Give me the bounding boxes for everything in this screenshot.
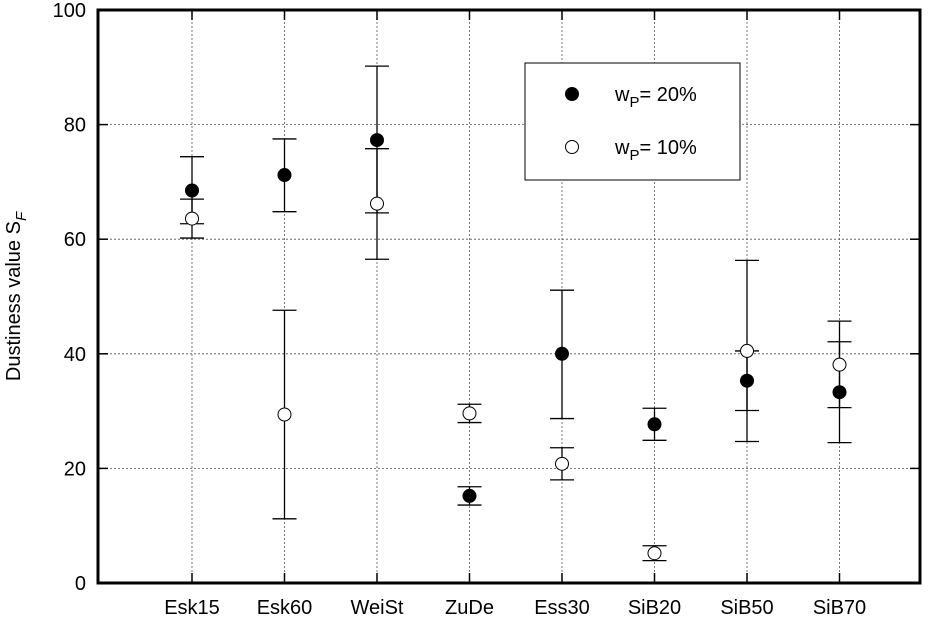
x-tick-label: SiB50 bbox=[720, 597, 773, 617]
x-tick-label: SiB20 bbox=[628, 597, 681, 617]
data-point-open bbox=[647, 546, 662, 561]
x-axis-ticks: Esk15 Esk60 WeiSt ZuDe Ess30 SiB20 SiB50 SiB70 bbox=[164, 10, 866, 619]
plot-frame bbox=[96, 8, 922, 585]
legend-box bbox=[524, 62, 741, 181]
y-axis-label: Dustiness value SF bbox=[3, 211, 30, 381]
y-axis-label-main: Dustiness value S bbox=[3, 221, 25, 381]
y-tick-label: 100 bbox=[53, 0, 86, 22]
data-point-filled bbox=[277, 168, 292, 183]
data-point-open bbox=[277, 407, 292, 422]
legend-entry-label: wP= 10% bbox=[614, 137, 697, 164]
legend: wP= 20%wP= 10% bbox=[524, 62, 741, 181]
legend-label-main: w bbox=[614, 137, 630, 159]
data-point-open bbox=[555, 456, 569, 471]
legend-marker-filled bbox=[565, 87, 579, 101]
legend-label-subscript: P bbox=[629, 147, 639, 164]
x-tick-label: ZuDe bbox=[445, 597, 494, 617]
data-point-filled bbox=[462, 488, 477, 503]
y-axis-ticks: 0 20 40 60 80 100 bbox=[53, 0, 920, 595]
data-point-filled bbox=[370, 133, 384, 148]
y-tick-label: 80 bbox=[64, 115, 86, 137]
data-point-open bbox=[740, 343, 754, 358]
y-tick-label: 40 bbox=[64, 344, 86, 366]
data-point-filled bbox=[832, 385, 847, 400]
grid bbox=[98, 10, 920, 583]
y-axis-label-subscript: F bbox=[13, 211, 30, 221]
legend-entry-label: wP= 20% bbox=[614, 84, 697, 111]
data-point-open bbox=[370, 196, 384, 211]
legend-label-main: w bbox=[614, 84, 630, 106]
legend-marker-open bbox=[565, 140, 579, 154]
data-markers bbox=[185, 133, 847, 561]
data-point-filled bbox=[647, 417, 662, 432]
error-bars bbox=[180, 65, 852, 562]
data-point-open bbox=[462, 406, 477, 421]
y-tick-label: 0 bbox=[75, 573, 86, 595]
x-tick-label: Esk15 bbox=[164, 597, 220, 617]
data-point-filled bbox=[555, 346, 569, 361]
x-tick-label: WeiSt bbox=[351, 597, 404, 617]
legend-label-rest: = 10% bbox=[639, 137, 696, 159]
x-tick-label: SiB70 bbox=[813, 597, 866, 617]
y-tick-label: 20 bbox=[64, 458, 86, 480]
legend-label-rest: = 20% bbox=[639, 84, 696, 106]
data-point-open bbox=[185, 211, 199, 226]
x-tick-label: Esk60 bbox=[257, 597, 313, 617]
data-point-filled bbox=[185, 183, 199, 198]
data-point-filled bbox=[740, 373, 754, 388]
y-tick-label: 60 bbox=[64, 229, 86, 251]
data-point-open bbox=[832, 357, 847, 372]
x-tick-label: Ess30 bbox=[534, 597, 590, 617]
legend-label-subscript: P bbox=[629, 94, 639, 111]
